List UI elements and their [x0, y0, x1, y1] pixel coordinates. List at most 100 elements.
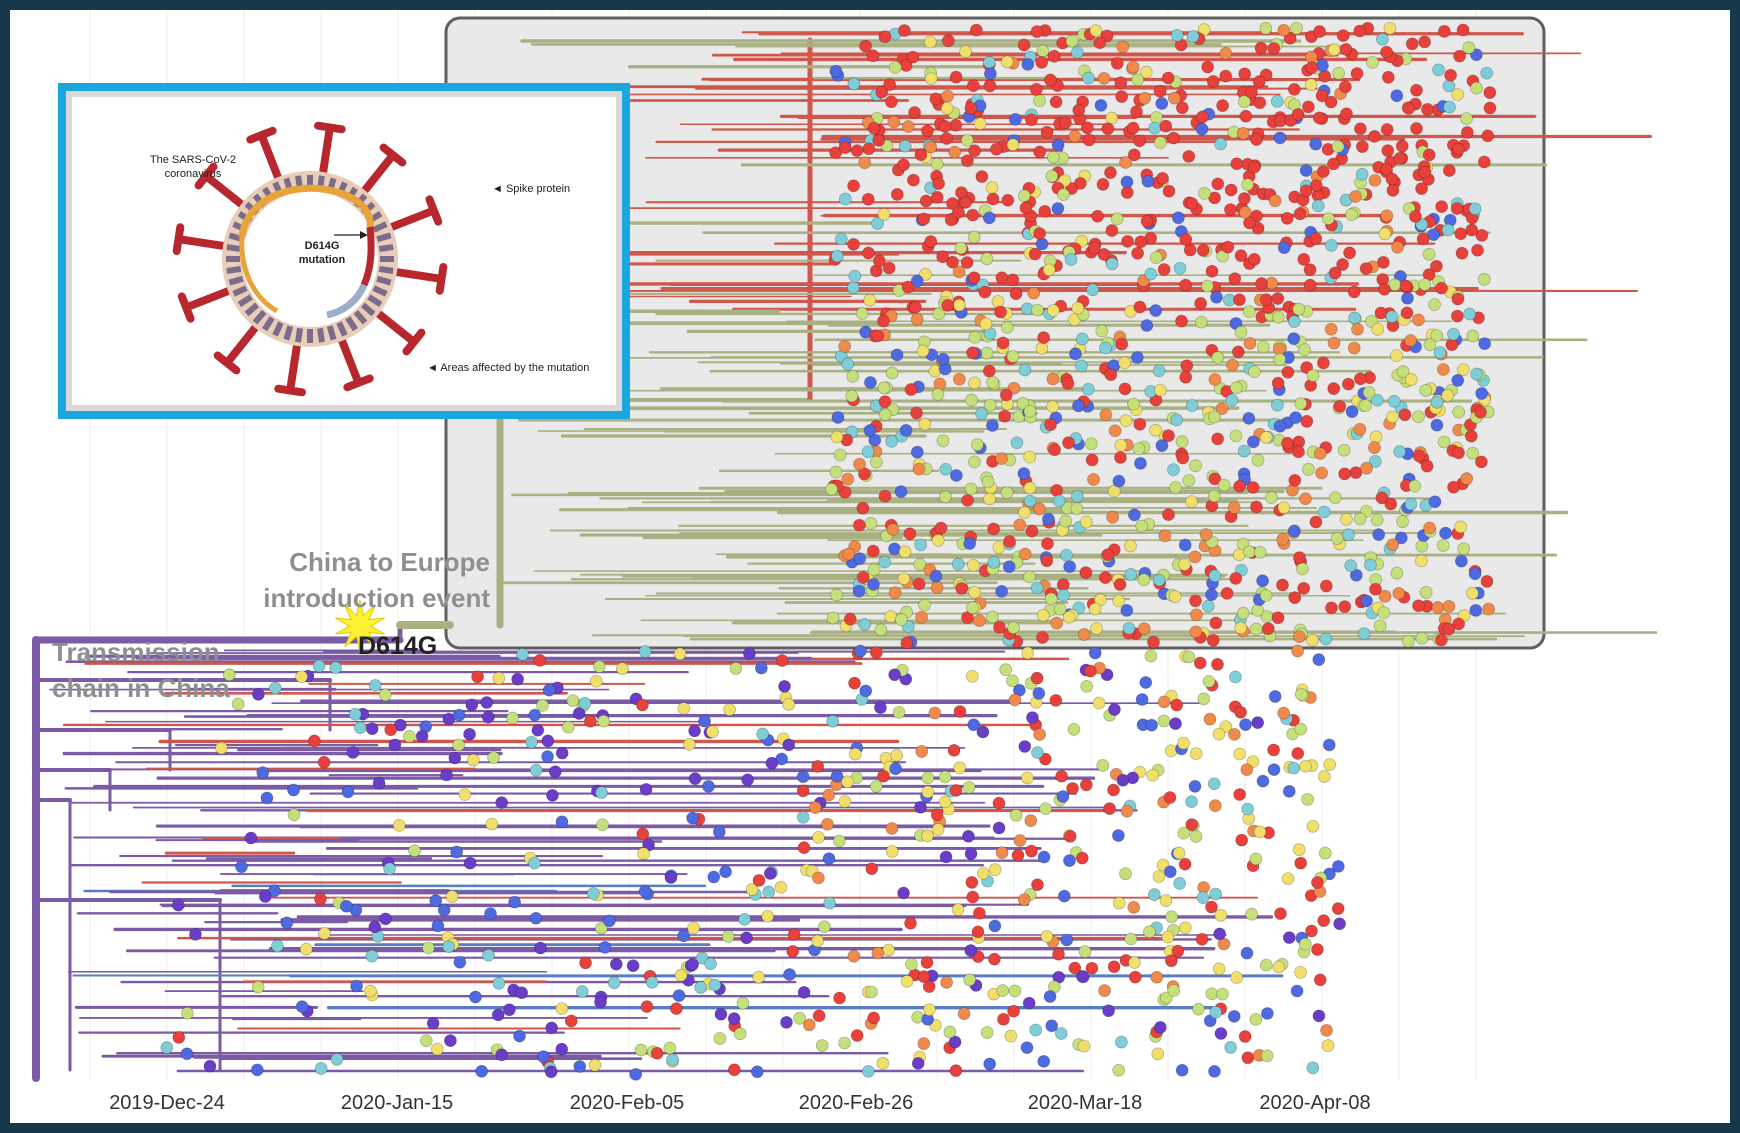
tip-node: [838, 340, 852, 353]
tip-node: [1362, 385, 1376, 399]
tip-node: [707, 870, 721, 884]
tip-node: [688, 772, 702, 786]
tip-node: [450, 845, 463, 859]
membrane-protein: [226, 265, 242, 274]
tip-node: [270, 939, 284, 953]
spike-head: [246, 126, 277, 144]
tip-node: [847, 238, 860, 251]
tip-node: [1101, 548, 1115, 562]
tip-node: [546, 788, 559, 802]
tip-node: [939, 850, 953, 864]
tip-node: [1175, 314, 1188, 328]
tip-node: [940, 132, 954, 145]
tip-node: [1162, 184, 1176, 198]
tip-node: [901, 280, 915, 294]
tip-node: [1292, 843, 1306, 857]
tip-node: [1259, 958, 1273, 972]
tip-node: [815, 1039, 829, 1052]
tip-node: [1118, 356, 1131, 370]
tip-node: [843, 612, 857, 626]
tip-node: [846, 281, 860, 294]
tip-node: [429, 894, 443, 907]
tip-node: [1395, 139, 1409, 153]
tip-node: [544, 1065, 558, 1079]
tip-node: [990, 142, 1003, 156]
tip-node: [1196, 243, 1210, 257]
tip-node: [1119, 867, 1132, 881]
spike-protein: [368, 304, 416, 345]
tip-node: [1137, 622, 1151, 636]
spike-protein: [380, 207, 436, 234]
tip-node: [982, 364, 996, 378]
tip-node: [1090, 622, 1103, 635]
tip-node: [1141, 174, 1155, 188]
tip-node: [1013, 834, 1027, 847]
tip-node: [594, 921, 608, 935]
tip-node: [348, 707, 362, 721]
tip-node: [1173, 261, 1187, 275]
tip-node: [1120, 604, 1134, 617]
tip-node: [1349, 190, 1362, 203]
tip-node: [1110, 56, 1124, 70]
membrane-protein: [232, 285, 248, 297]
tip-node: [796, 770, 810, 784]
tip-node: [1312, 1009, 1326, 1023]
tip-node: [694, 981, 708, 994]
tip-node: [1430, 259, 1443, 273]
tip-node: [1319, 579, 1333, 593]
tip-node: [930, 808, 944, 822]
tip-node: [1053, 602, 1067, 616]
tip-node: [1274, 907, 1287, 921]
tip-node: [1152, 870, 1166, 883]
tip-node: [1294, 965, 1307, 979]
tip-node: [1250, 500, 1263, 514]
spike-protein: [335, 329, 362, 385]
tip-node: [1074, 359, 1088, 373]
tip-node: [442, 940, 456, 953]
tip-node: [171, 898, 185, 912]
tip-node: [1121, 234, 1134, 248]
tip-node: [1024, 814, 1038, 828]
tip-node: [1252, 75, 1266, 88]
tip-node: [1119, 414, 1133, 428]
tip-node: [1046, 304, 1060, 317]
tip-node: [939, 490, 952, 504]
tip-node: [1076, 970, 1090, 984]
tip-node: [1469, 48, 1483, 62]
tip-node: [463, 727, 476, 741]
tip-node: [1339, 512, 1353, 526]
tip-node: [1271, 376, 1285, 390]
tip-node: [688, 724, 702, 738]
tip-node: [1460, 112, 1473, 126]
spike-protein: [286, 334, 303, 392]
tip-node: [953, 705, 967, 718]
tip-node: [1268, 194, 1282, 208]
tip-node: [1177, 736, 1190, 750]
tip-node: [1435, 281, 1448, 295]
tip-node: [931, 823, 945, 836]
tip-node: [786, 945, 800, 958]
tip-node: [1322, 738, 1336, 752]
tip-node: [949, 783, 963, 797]
tip-node: [862, 246, 875, 260]
tip-node: [1441, 389, 1454, 402]
tip-node: [936, 352, 950, 366]
tip-node: [1316, 356, 1330, 370]
tip-node: [966, 558, 980, 572]
tip-node: [1374, 306, 1388, 320]
tip-node: [750, 1065, 764, 1079]
tip-node: [1200, 279, 1214, 293]
tip-node: [1315, 59, 1329, 73]
tip-node: [1060, 933, 1074, 947]
tip-node: [1128, 956, 1141, 969]
tip-node: [1019, 201, 1033, 215]
tip-node: [1134, 456, 1147, 470]
tip-node: [1052, 494, 1066, 508]
tip-node: [932, 177, 946, 190]
tip-node: [921, 771, 935, 785]
tip-node: [1241, 1051, 1255, 1065]
tip-node: [1130, 105, 1143, 118]
tip-node: [445, 890, 459, 903]
tip-node: [1460, 472, 1474, 486]
tip-node: [916, 344, 930, 358]
